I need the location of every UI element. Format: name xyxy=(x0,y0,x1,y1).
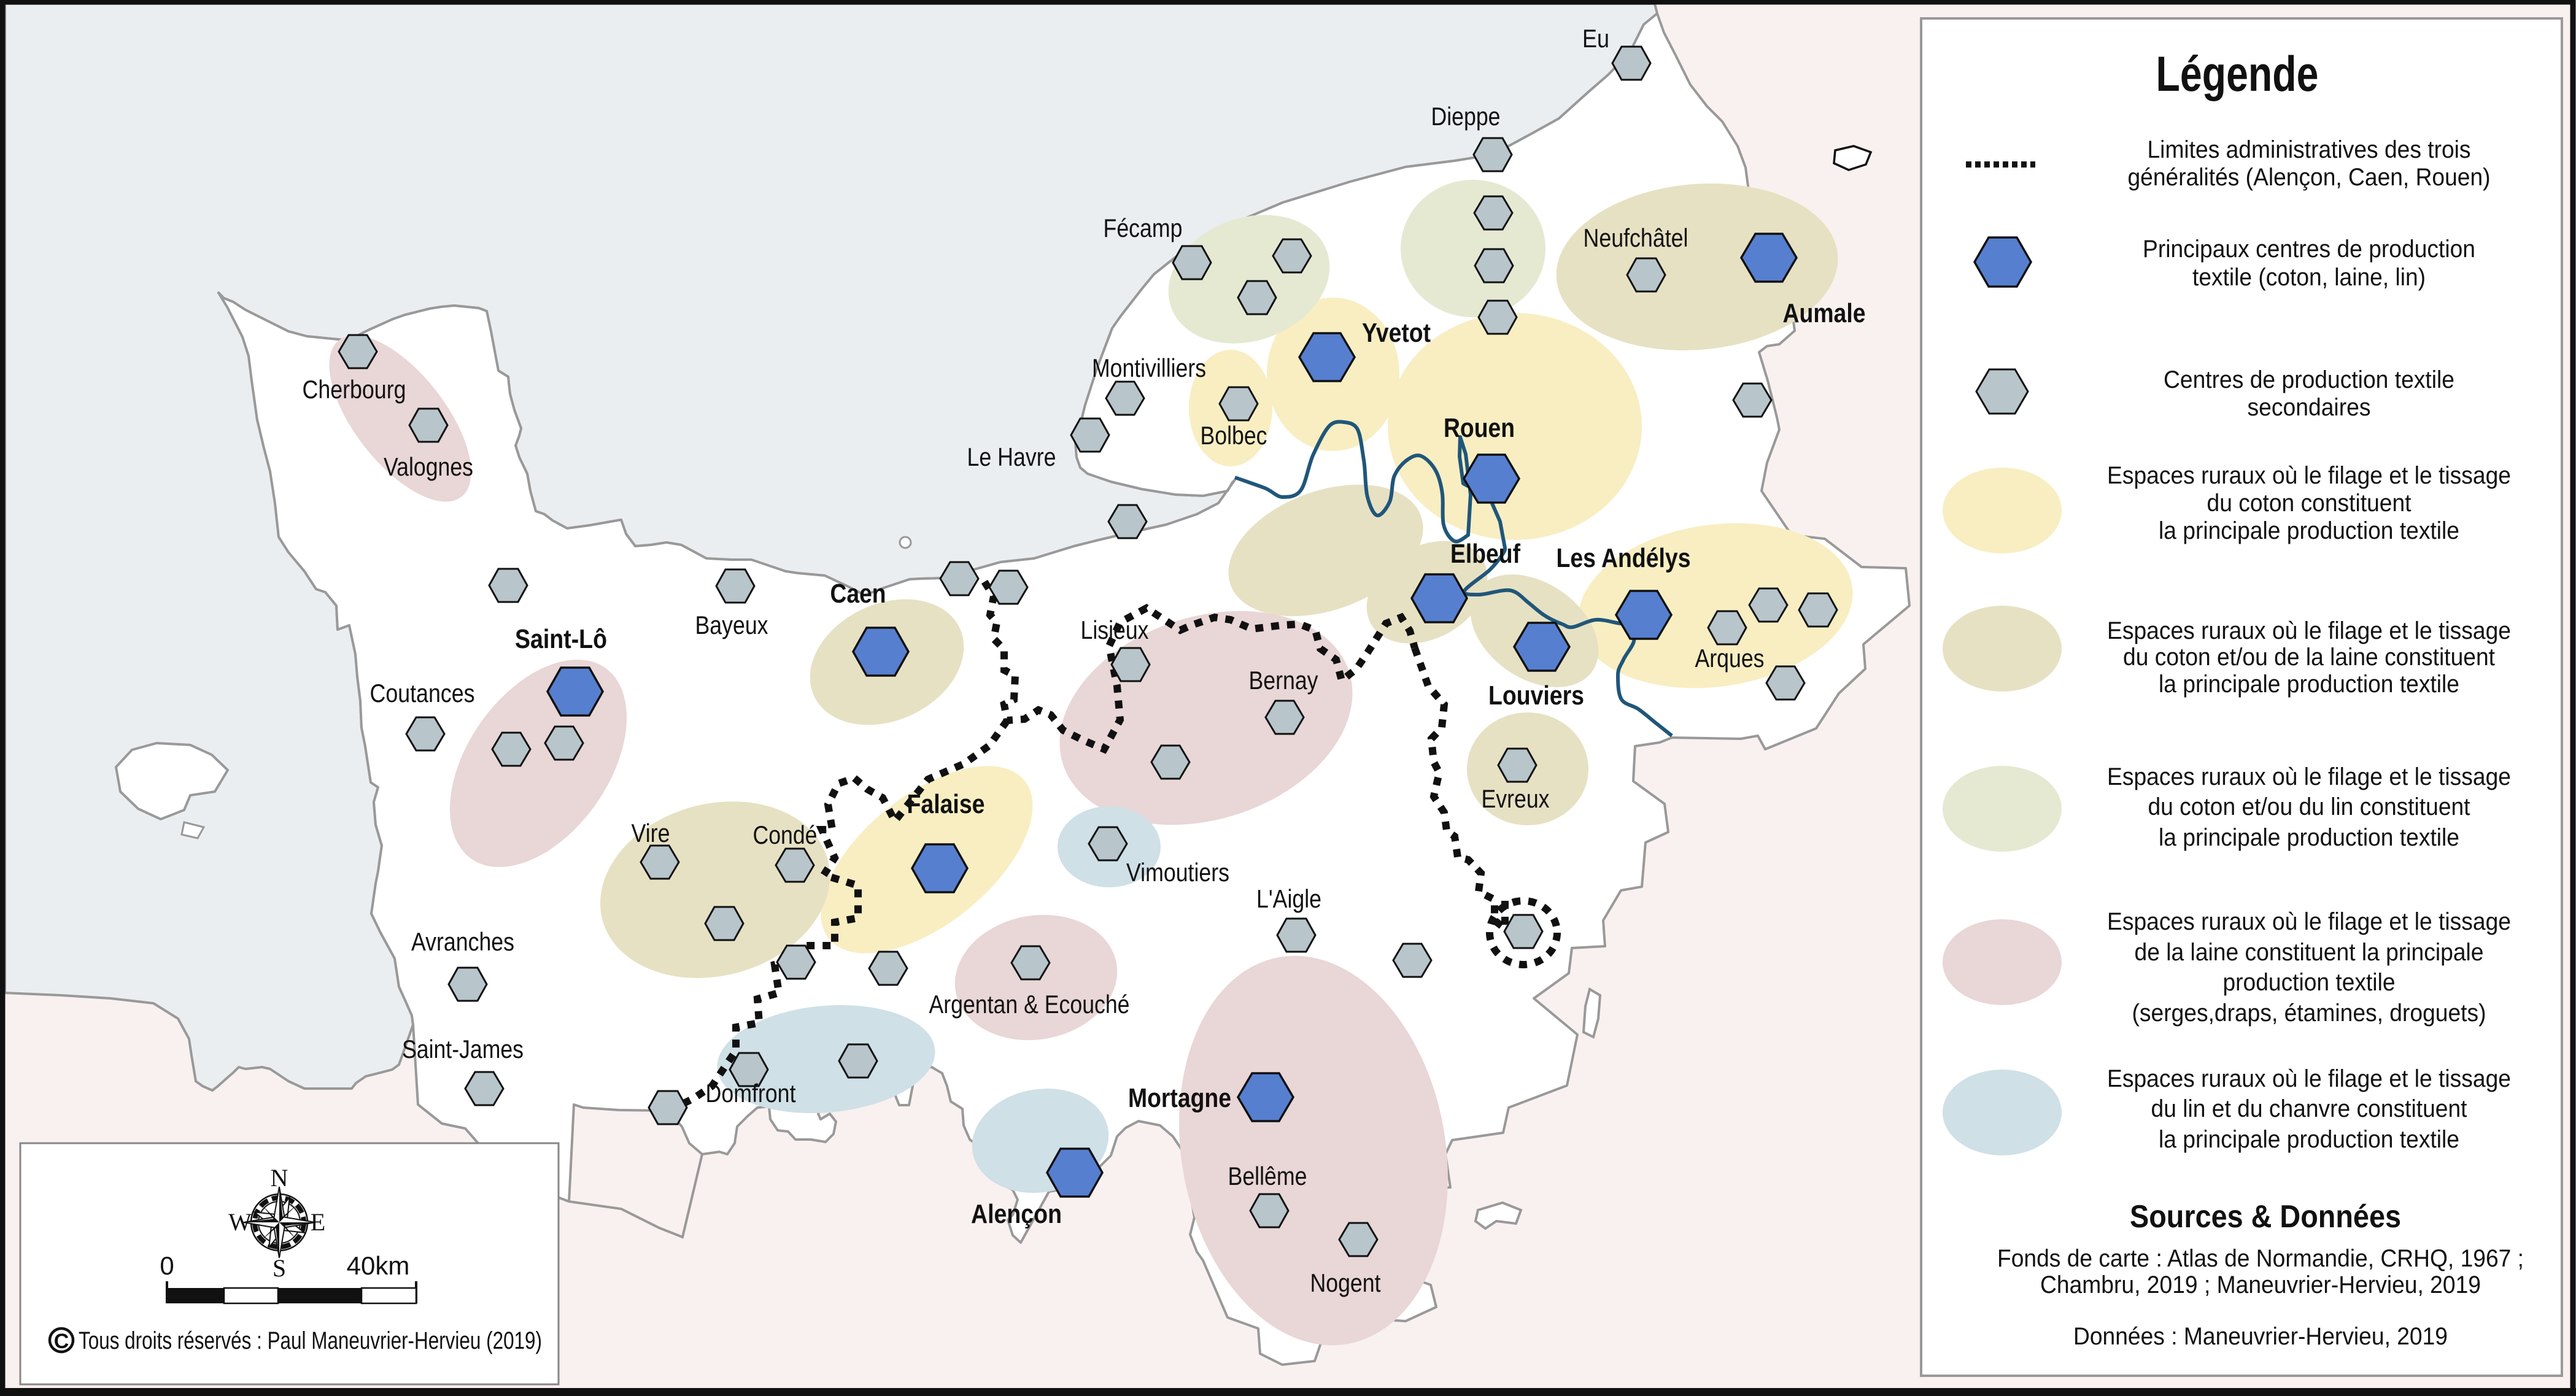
svg-text:Eu: Eu xyxy=(1582,24,1609,53)
svg-text:secondaires: secondaires xyxy=(2248,394,2371,421)
svg-text:Limites administratives des tr: Limites administratives des trois xyxy=(2148,136,2471,163)
svg-text:Domfront: Domfront xyxy=(706,1079,796,1108)
svg-text:Bellême: Bellême xyxy=(1228,1162,1307,1190)
svg-text:Espaces ruraux où le filage et: Espaces ruraux où le filage et le tissag… xyxy=(2107,462,2511,489)
svg-text:S: S xyxy=(273,1254,286,1282)
svg-text:L'Aigle: L'Aigle xyxy=(1256,884,1321,913)
svg-text:Argentan & Ecouché: Argentan & Ecouché xyxy=(929,990,1130,1019)
svg-text:Lisieux: Lisieux xyxy=(1081,615,1149,644)
svg-text:Mortagne: Mortagne xyxy=(1128,1083,1231,1113)
svg-text:du coton constituent: du coton constituent xyxy=(2207,490,2412,517)
svg-text:Centres de production textile: Centres de production textile xyxy=(2164,366,2454,393)
svg-text:N: N xyxy=(271,1164,288,1192)
svg-text:Saint-Lô: Saint-Lô xyxy=(515,624,607,654)
svg-text:Légende: Légende xyxy=(2156,47,2319,102)
svg-text:Arques: Arques xyxy=(1695,644,1765,673)
svg-text:Espaces ruraux où le filage et: Espaces ruraux où le filage et le tissag… xyxy=(2107,763,2511,790)
svg-text:Les Andélys: Les Andélys xyxy=(1557,543,1691,573)
svg-text:Avranches: Avranches xyxy=(411,927,514,956)
svg-text:production textile: production textile xyxy=(2223,969,2396,996)
svg-text:Montivilliers: Montivilliers xyxy=(1092,353,1206,382)
svg-text:Aumale: Aumale xyxy=(1783,298,1866,328)
svg-text:textile (coton, laine, lin): textile (coton, laine, lin) xyxy=(2192,264,2426,291)
svg-text:Elbeuf: Elbeuf xyxy=(1450,539,1520,569)
svg-text:la principale production texti: la principale production textile xyxy=(2159,671,2459,698)
svg-text:de la laine constituent la pri: de la laine constituent la principale xyxy=(2135,939,2484,966)
svg-text:Espaces ruraux où le filage et: Espaces ruraux où le filage et le tissag… xyxy=(2107,908,2511,935)
svg-text:0: 0 xyxy=(160,1251,174,1280)
svg-text:Yvetot: Yvetot xyxy=(1362,318,1431,348)
svg-text:Falaise: Falaise xyxy=(907,789,985,819)
svg-text:Le Havre: Le Havre xyxy=(967,442,1056,471)
svg-text:(serges,draps, étamines, drogu: (serges,draps, étamines, droguets) xyxy=(2132,1000,2486,1027)
svg-text:Caen: Caen xyxy=(830,579,886,609)
svg-text:Evreux: Evreux xyxy=(1482,784,1550,813)
svg-text:Louviers: Louviers xyxy=(1488,681,1584,711)
svg-text:E: E xyxy=(311,1208,325,1236)
svg-text:Coutances: Coutances xyxy=(370,679,475,708)
svg-text:Cherbourg: Cherbourg xyxy=(303,375,406,404)
svg-text:C: C xyxy=(54,1330,69,1353)
svg-text:Sources & Données: Sources & Données xyxy=(2130,1199,2401,1235)
svg-text:du lin et du chanvre constitue: du lin et du chanvre constituent xyxy=(2151,1095,2467,1122)
svg-text:Fécamp: Fécamp xyxy=(1104,214,1183,242)
svg-text:Vire: Vire xyxy=(632,819,670,847)
svg-text:la principale production texti: la principale production textile xyxy=(2159,1126,2459,1153)
svg-text:Neufchâtel: Neufchâtel xyxy=(1584,223,1688,252)
svg-text:la principale production texti: la principale production textile xyxy=(2159,517,2459,544)
svg-text:Bolbec: Bolbec xyxy=(1201,421,1267,450)
svg-text:Bayeux: Bayeux xyxy=(695,611,768,639)
svg-text:Saint-James: Saint-James xyxy=(402,1035,524,1063)
svg-text:W: W xyxy=(228,1208,252,1236)
svg-text:Tous droits réservés : Paul Ma: Tous droits réservés : Paul Maneuvrier-H… xyxy=(79,1327,542,1354)
svg-text:du coton et/ou de la laine con: du coton et/ou de la laine constituent xyxy=(2123,644,2495,671)
svg-text:Données : Maneuvrier-Hervieu,: Données : Maneuvrier-Hervieu, 2019 xyxy=(2073,1323,2448,1350)
svg-text:Bernay: Bernay xyxy=(1249,666,1318,695)
svg-text:40km: 40km xyxy=(347,1251,410,1280)
svg-text:Chambru, 2019 ; Maneuvrier-Her: Chambru, 2019 ; Maneuvrier-Hervieu, 2019 xyxy=(2040,1271,2481,1298)
svg-text:Nogent: Nogent xyxy=(1310,1268,1381,1297)
svg-text:Espaces ruraux où le filage et: Espaces ruraux où le filage et le tissag… xyxy=(2107,1065,2511,1092)
svg-text:la principale production texti: la principale production textile xyxy=(2159,824,2459,851)
svg-text:Dieppe: Dieppe xyxy=(1431,102,1501,131)
svg-text:Principaux centres de producti: Principaux centres de production xyxy=(2143,236,2475,263)
svg-text:Rouen: Rouen xyxy=(1444,413,1515,443)
svg-text:généralités (Alençon, Caen, Ro: généralités (Alençon, Caen, Rouen) xyxy=(2128,164,2491,191)
svg-text:Valognes: Valognes xyxy=(384,452,473,481)
svg-text:Espaces ruraux où le filage et: Espaces ruraux où le filage et le tissag… xyxy=(2107,617,2511,644)
svg-text:Alençon: Alençon xyxy=(971,1199,1062,1229)
svg-text:Fonds de carte : Atlas de Norm: Fonds de carte : Atlas de Normandie, CRH… xyxy=(1997,1245,2524,1272)
svg-text:Vimoutiers: Vimoutiers xyxy=(1126,858,1229,887)
svg-text:du coton et/ou du lin constitu: du coton et/ou du lin constituent xyxy=(2148,793,2470,820)
svg-text:Condé: Condé xyxy=(753,820,818,849)
